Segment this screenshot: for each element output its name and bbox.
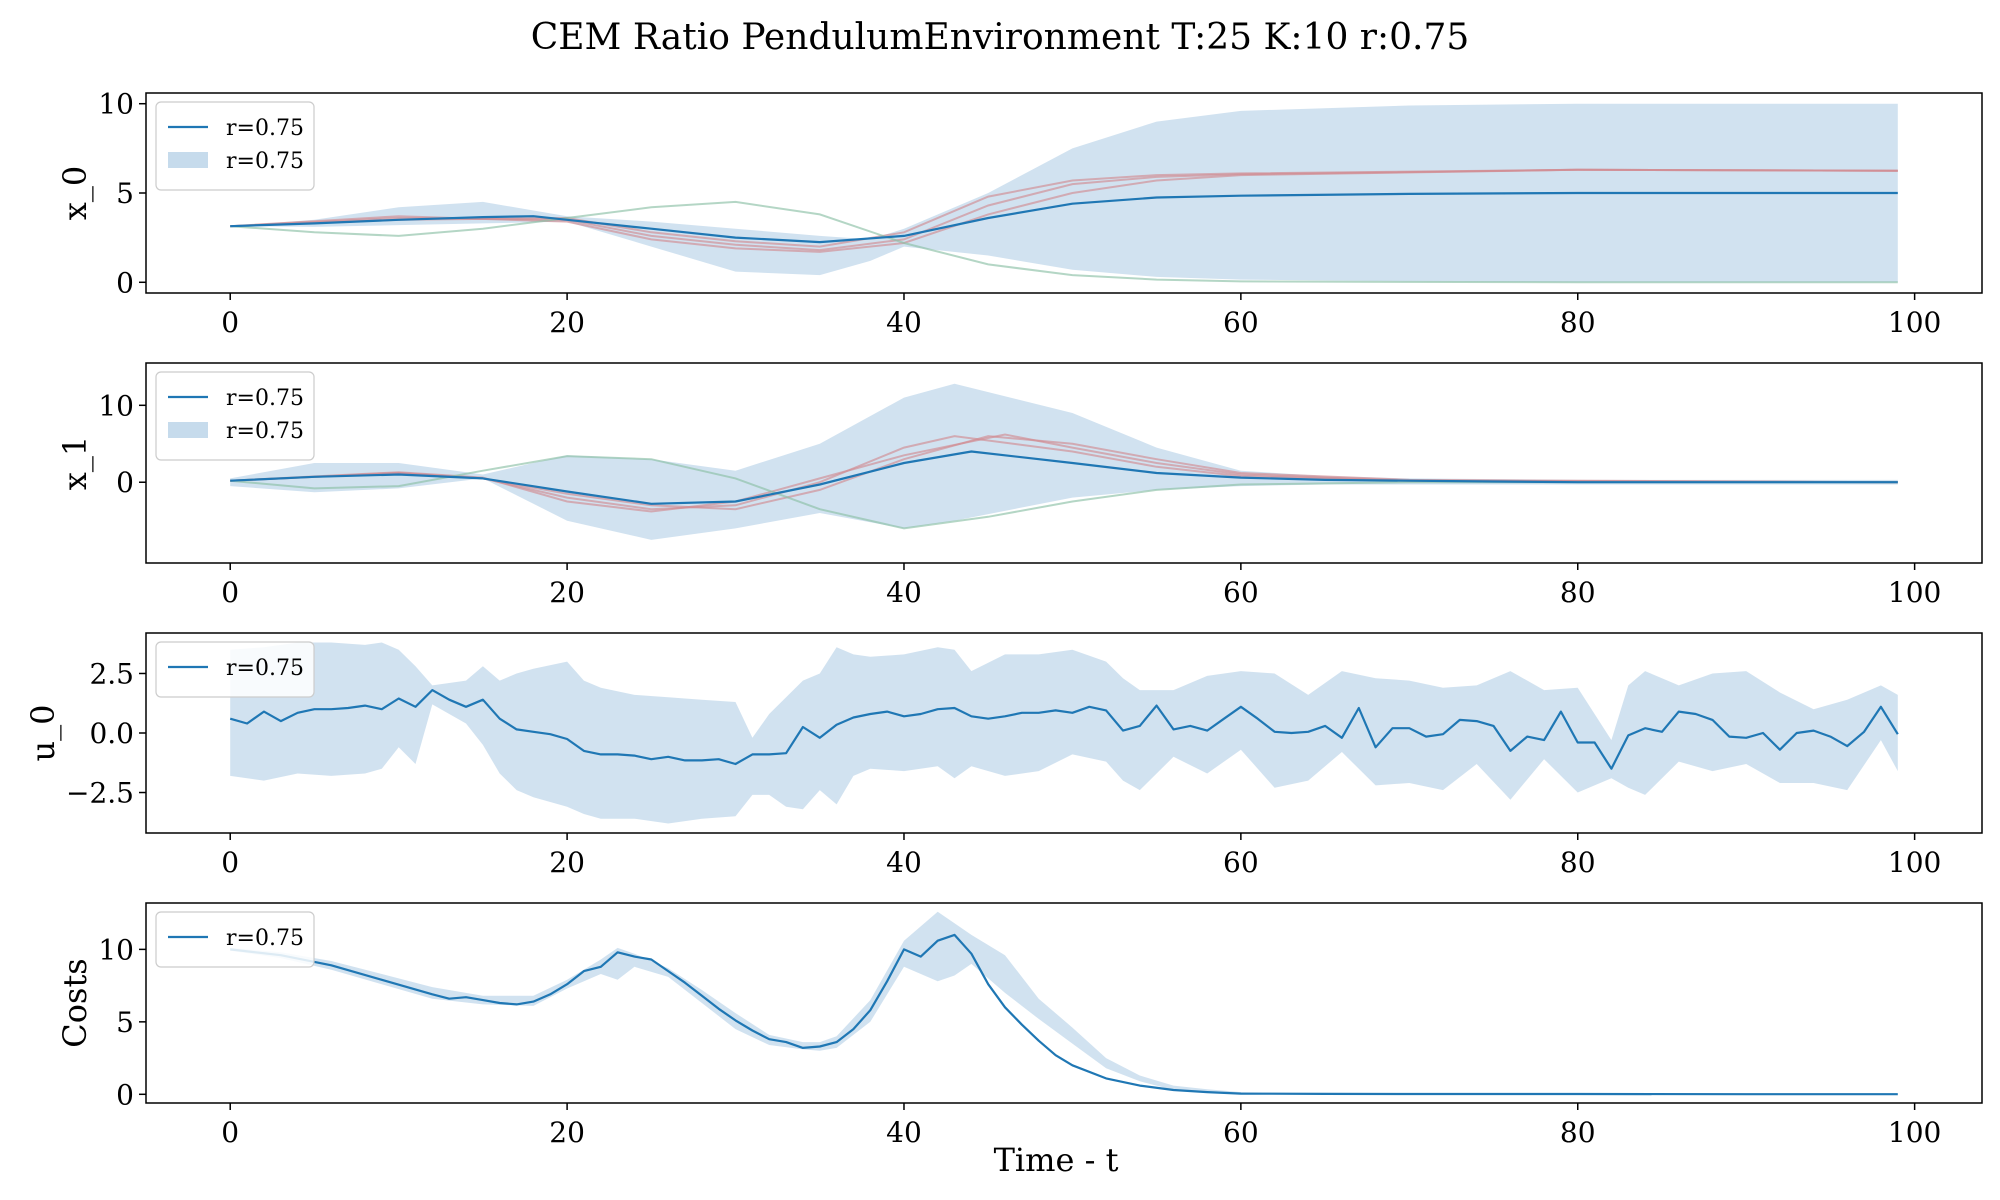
x-tick-label: 100 [1888,846,1941,879]
axes-frame [145,902,1983,1104]
legend-label: r=0.75 [226,656,304,681]
figure-title: CEM Ratio PendulumEnvironment T:25 K:10 … [531,17,1470,58]
x-tick-label: 20 [549,1116,585,1149]
legend-label: r=0.75 [226,926,304,951]
legend-label: r=0.75 [226,149,304,174]
x-tick-label: 40 [886,576,922,609]
subplot-u_0: 0 20 40 60 80 100 2.5 0.0 −2.5u_0 r=0.75 [24,632,1983,879]
legend-band-swatch [168,422,208,438]
subplot-x_1: 0 20 40 60 80 100 0 10x_1 r=0.75 r=0.75 [56,362,1983,609]
legend-label: r=0.75 [226,419,304,444]
x-tick-label: 80 [1560,306,1596,339]
legend: r=0.75 [155,641,315,698]
mean-line [230,191,1898,244]
legend-box [155,641,315,698]
y-tick-label: 10 [98,389,134,422]
y-axis-label: u_0 [24,705,62,762]
mean-line [230,450,1898,505]
x-tick-label: 100 [1888,306,1941,339]
legend-label: r=0.75 [226,116,304,141]
y-axis-label: x_0 [56,166,94,220]
x-tick-label: 100 [1888,1116,1941,1149]
x-tick-label: 0 [221,846,239,879]
legend: r=0.75 [155,911,315,968]
plot-area [230,383,1898,540]
legend-label: r=0.75 [226,386,304,411]
sample-trajectory-4 [230,200,1898,284]
y-tick-label: 10 [98,933,134,966]
x-tick-label: 40 [886,1116,922,1149]
x-tick-label: 80 [1560,576,1596,609]
y-tick-label: 0 [116,1078,134,1111]
x-tick-label: 40 [886,306,922,339]
y-tick-label: −2.5 [66,777,134,810]
x-tick-label: 80 [1560,1116,1596,1149]
plot-area [230,103,1898,284]
x-tick-label: 60 [1223,576,1259,609]
mean-line [230,933,1898,1096]
x-axis-label: Time - t [994,1141,1119,1179]
axes-frame [145,362,1983,564]
x-tick-label: 20 [549,306,585,339]
sample-trajectory-4 [230,455,1898,530]
legend-box [155,911,315,968]
y-tick-label: 10 [98,88,134,121]
x-tick-label: 20 [549,846,585,879]
x-tick-label: 60 [1223,1116,1259,1149]
legend-band-swatch [168,152,208,168]
y-tick-label: 5 [116,177,134,210]
mean-line [229,689,1899,770]
x-tick-label: 0 [221,306,239,339]
y-tick-label: 0 [116,466,134,499]
x-tick-label: 60 [1223,306,1259,339]
x-tick-label: 60 [1223,846,1259,879]
plot-area [230,911,1898,1096]
legend: r=0.75 r=0.75 [155,101,315,191]
x-tick-label: 20 [549,576,585,609]
uncertainty-band [230,642,1898,824]
legend: r=0.75 r=0.75 [155,371,315,461]
y-tick-label: 2.5 [89,657,134,690]
y-axis-label: Costs [56,958,94,1047]
y-tick-label: 0 [116,266,134,299]
subplot-x_0: 0 20 40 60 80 100 0 5 10 x_0 r=0.75 r=0.75 [56,88,1983,339]
plot-area [229,642,1899,824]
x-tick-label: 40 [886,846,922,879]
x-tick-label: 100 [1888,576,1941,609]
x-tick-label: 80 [1560,846,1596,879]
y-tick-label: 5 [116,1006,134,1039]
x-tick-label: 0 [221,1116,239,1149]
x-tick-label: 0 [221,576,239,609]
y-axis-label: x_1 [56,436,94,490]
y-tick-label: 0.0 [89,717,134,750]
